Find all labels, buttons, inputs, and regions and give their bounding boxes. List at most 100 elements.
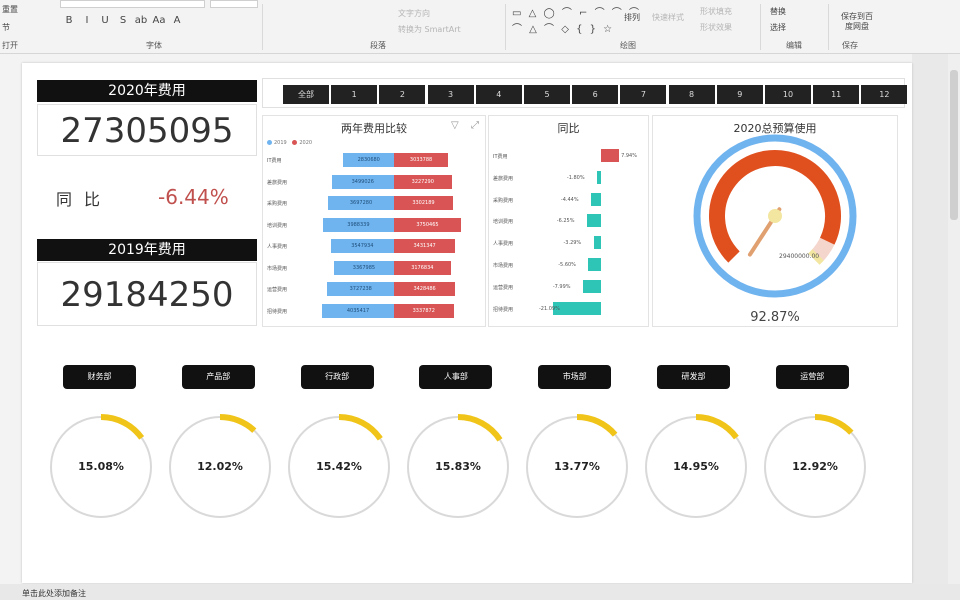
bar-2019: 2830680 bbox=[343, 153, 394, 167]
font-format-button[interactable]: I bbox=[85, 15, 89, 26]
department-button[interactable]: 行政部 bbox=[300, 365, 374, 389]
kpi-2020-title: 2020年费用 bbox=[37, 80, 257, 102]
department-ring: 15.08% bbox=[48, 414, 154, 520]
drawing-group-label: 绘图 bbox=[620, 41, 636, 50]
compare-legend: 2019 2020 bbox=[267, 140, 312, 146]
font-format-button[interactable]: Aa bbox=[152, 15, 166, 26]
yoy-negative-bar bbox=[553, 301, 601, 315]
ribbon: 重置 节 打开 字体 文字方向 转换为 SmartArt 段落 ▭ △ ◯ ⌒ … bbox=[0, 0, 960, 54]
bar-2020: 3428486 bbox=[394, 282, 456, 296]
month-button[interactable]: 5 bbox=[524, 85, 570, 104]
category-label: 运营费用 bbox=[267, 287, 288, 293]
department-ring: 15.42% bbox=[286, 414, 392, 520]
ring-percent-label: 15.83% bbox=[435, 460, 481, 473]
ring-percent-label: 15.42% bbox=[316, 460, 362, 473]
shape-fill-button[interactable]: 形状填充 bbox=[700, 7, 732, 16]
category-label: 招待费用 bbox=[493, 306, 514, 313]
ring-percent-label: 12.92% bbox=[792, 460, 838, 473]
paragraph-group-label: 段落 bbox=[370, 41, 386, 50]
reset-button[interactable]: 重置 bbox=[2, 5, 18, 14]
shapes-gallery-row2[interactable]: ⌒ △ ⌒ ◇ { } ☆ bbox=[512, 24, 615, 35]
category-label: 人事费用 bbox=[493, 241, 514, 248]
yoy-negative-bar bbox=[590, 192, 601, 206]
category-label: 市场费用 bbox=[267, 265, 288, 272]
section-button[interactable]: 节 bbox=[2, 23, 10, 32]
department-ring: 14.95% bbox=[643, 414, 749, 520]
category-label: IT费用 bbox=[267, 158, 282, 164]
select-button[interactable]: 选择 bbox=[770, 23, 786, 32]
month-button[interactable]: 10 bbox=[765, 85, 811, 104]
month-button[interactable]: 3 bbox=[427, 85, 474, 104]
department-button[interactable]: 运营部 bbox=[775, 365, 849, 389]
font-format-button[interactable]: ab bbox=[134, 15, 148, 26]
department-ring-chart bbox=[524, 414, 630, 520]
yoy-value: -6.44% bbox=[158, 185, 229, 209]
compare-title: 两年费用比较 bbox=[341, 122, 407, 135]
kpi-2019-value: 29184250 bbox=[37, 262, 257, 326]
font-name-field[interactable] bbox=[60, 0, 205, 8]
department-button[interactable]: 市场部 bbox=[538, 365, 612, 389]
filter-icon[interactable]: ▽ bbox=[451, 120, 459, 131]
department-button[interactable]: 财务部 bbox=[63, 365, 136, 389]
month-button[interactable]: 12 bbox=[861, 85, 908, 104]
yoy-label: 同比 bbox=[56, 190, 113, 209]
ring-percent-label: 15.08% bbox=[78, 460, 124, 473]
category-label: 人事费用 bbox=[267, 244, 288, 250]
month-button[interactable]: 9 bbox=[716, 85, 763, 104]
month-all-button[interactable]: 全部 bbox=[283, 85, 329, 104]
yoy-panel: 同比 IT费用 7.94% 差旅费用 -1.80% 采购费用 -4.44% 培训费用 -6.2… bbox=[488, 115, 649, 327]
category-label: 市场费用 bbox=[493, 263, 514, 269]
department-button[interactable]: 产品部 bbox=[181, 365, 255, 389]
quick-styles-button[interactable]: 快速样式 bbox=[652, 13, 684, 22]
smartart-button[interactable]: 转换为 SmartArt bbox=[398, 25, 461, 34]
text-direction-button[interactable]: 文字方向 bbox=[398, 9, 430, 18]
ring-progress-arc bbox=[167, 414, 273, 520]
bar-2019: 4035417 bbox=[322, 303, 394, 318]
shapes-gallery[interactable]: ▭ △ ◯ ⌒ ⌐ ⌒ ⌒ ⌒ bbox=[512, 8, 641, 19]
shape-effects-button[interactable]: 形状效果 bbox=[700, 23, 732, 32]
department-button[interactable]: 人事部 bbox=[419, 365, 493, 389]
category-label: 招待费用 bbox=[267, 308, 288, 315]
bar-2019: 3499026 bbox=[331, 174, 394, 189]
yoy-percent-label: -6.25% bbox=[556, 218, 575, 225]
department-ring: 13.77% bbox=[524, 414, 630, 520]
bar-2019: 3988339 bbox=[322, 217, 394, 232]
font-format-button[interactable]: U bbox=[101, 15, 109, 26]
font-size-field[interactable] bbox=[210, 0, 258, 8]
font-format-button[interactable]: S bbox=[119, 15, 127, 26]
department-ring: 15.83% bbox=[405, 414, 511, 520]
department-button[interactable]: 研发部 bbox=[657, 365, 730, 389]
expand-icon[interactable]: ⤢ bbox=[471, 120, 479, 131]
replace-button[interactable]: 替换 bbox=[770, 7, 786, 16]
month-button[interactable]: 8 bbox=[668, 85, 715, 104]
workspace-gutter bbox=[912, 54, 948, 594]
yoy-percent-label: -7.99% bbox=[552, 283, 571, 290]
month-button[interactable]: 11 bbox=[813, 85, 860, 104]
category-label: 采购费用 bbox=[493, 197, 514, 204]
department-ring-chart bbox=[643, 414, 749, 520]
save-group-label: 保存 bbox=[842, 41, 858, 50]
font-format-button[interactable]: A bbox=[173, 15, 181, 26]
bar-2020: 3750465 bbox=[394, 217, 461, 232]
bar-2019: 3727238 bbox=[327, 282, 394, 296]
arrange-button[interactable]: 排列 bbox=[624, 13, 640, 22]
ring-progress-arc bbox=[48, 414, 154, 520]
gauge-target-marker bbox=[808, 249, 824, 265]
month-button[interactable]: 7 bbox=[620, 85, 667, 104]
month-button[interactable]: 6 bbox=[572, 85, 619, 104]
two-year-compare-panel: 两年费用比较 ▽ ⤢ 2019 2020 IT费用 2830680 3033788 差… bbox=[262, 115, 486, 327]
open-group-label: 打开 bbox=[2, 41, 18, 50]
scrollbar-thumb[interactable] bbox=[950, 70, 958, 220]
department-ring-chart bbox=[762, 414, 868, 520]
kpi-2020-value: 27305095 bbox=[37, 104, 257, 156]
ring-progress-arc bbox=[643, 414, 749, 520]
month-button[interactable]: 1 bbox=[331, 85, 378, 104]
month-slicer: 全部 1 2 3 4 5 6 7 8 9 10 11 12 bbox=[262, 78, 908, 108]
save-to-cloud-button[interactable]: 保存到百度网盘 bbox=[841, 12, 873, 31]
font-format-button[interactable]: B bbox=[65, 15, 73, 26]
month-button[interactable]: 4 bbox=[475, 85, 522, 104]
department-ring-chart bbox=[167, 414, 273, 520]
legend-2020-label: 2020 bbox=[299, 140, 313, 146]
category-label: 培训费用 bbox=[267, 222, 288, 229]
month-button[interactable]: 2 bbox=[379, 85, 426, 104]
